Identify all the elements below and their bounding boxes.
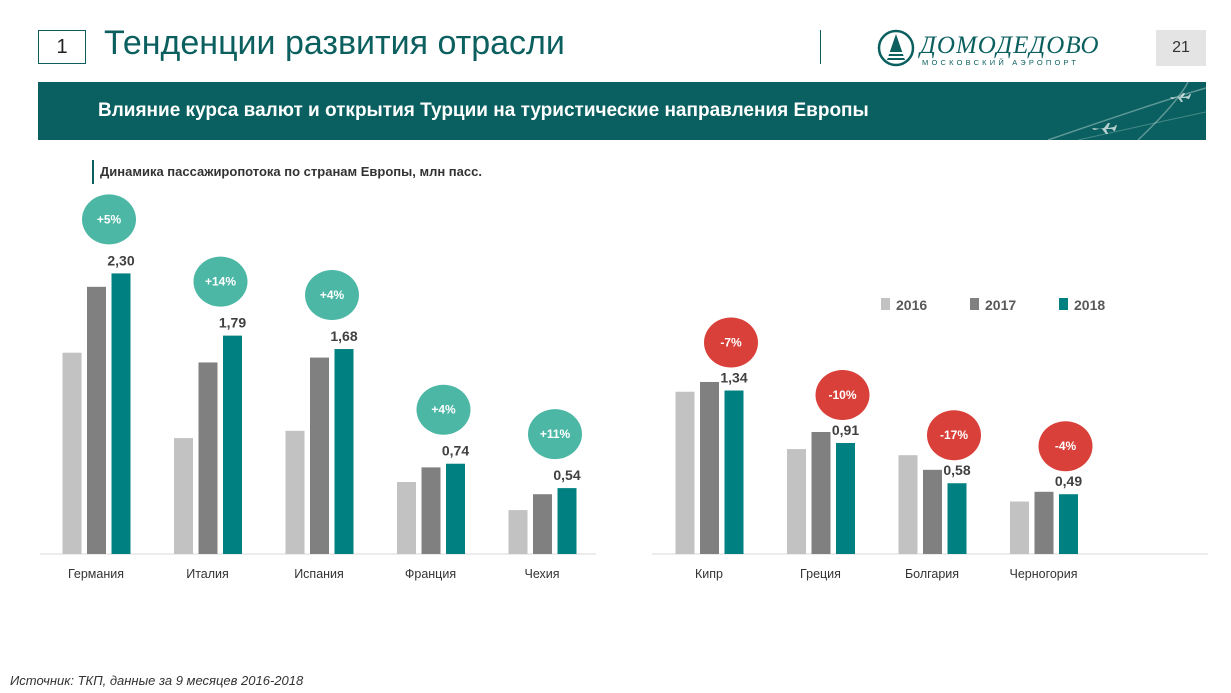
airplane-icon: [1170, 93, 1191, 102]
bar-2016: [285, 430, 305, 554]
bar-2016: [62, 352, 82, 554]
airplane-icon: [1092, 123, 1117, 134]
bar-2018: [947, 483, 967, 554]
legend-label: 2018: [1074, 297, 1105, 313]
bar-2017: [533, 494, 552, 554]
data-label: 1,68: [330, 328, 357, 344]
slide-number: 1: [38, 30, 86, 64]
category-label: Франция: [405, 567, 456, 581]
change-badge-label: +11%: [540, 427, 571, 441]
bar-2016: [675, 391, 695, 554]
change-badge-label: +5%: [97, 212, 122, 226]
source-note: Источник: ТКП, данные за 9 месяцев 2016-…: [10, 673, 304, 688]
bar-2016: [397, 482, 416, 554]
bar-2016: [787, 449, 806, 554]
logo-subtitle: МОСКОВСКИЙ АЭРОПОРТ: [922, 58, 1080, 67]
bar-2017: [700, 381, 719, 554]
change-badge-label: +4%: [320, 288, 345, 302]
bar-2017: [421, 467, 441, 554]
bar-2016: [1010, 501, 1029, 554]
bar-2017: [198, 362, 218, 554]
bar-2018: [557, 488, 577, 554]
banner-decoration: [1047, 82, 1206, 140]
category-label: Черногория: [1009, 567, 1077, 581]
change-badge: [1038, 421, 1093, 472]
logo-emblem-icon: [877, 29, 915, 67]
change-badge: [416, 384, 471, 435]
category-label: Испания: [294, 567, 344, 581]
subtitle-marker: [92, 160, 94, 184]
banner-title: Влияние курса валют и открытия Турции на…: [98, 100, 869, 121]
category-label: Италия: [186, 567, 229, 581]
category-label: Болгария: [905, 567, 959, 581]
legend-swatch-2016: [881, 298, 890, 310]
bar-2017: [923, 469, 942, 554]
data-label: 0,91: [832, 422, 859, 438]
bar-2017: [811, 432, 831, 554]
page-number-text: 21: [1172, 39, 1190, 56]
change-badge-label: -10%: [828, 388, 856, 402]
bar-chart: 2,30 Германия +5% 1,79 Италия +14% 1,68 Испания…: [40, 194, 1208, 581]
change-badge: [305, 270, 359, 321]
data-label: 0,49: [1055, 473, 1082, 489]
bar-2017: [1034, 491, 1054, 554]
bar-2018: [223, 335, 242, 554]
data-label: 0,58: [943, 462, 970, 478]
bar-2018: [446, 463, 465, 554]
category-label: Германия: [68, 567, 124, 581]
change-badge-label: -4%: [1055, 439, 1077, 453]
change-badge: [704, 317, 758, 368]
bar-2018: [724, 390, 744, 554]
data-label: 2,30: [107, 252, 134, 268]
data-label: 0,54: [553, 467, 580, 483]
header-divider: [820, 30, 821, 64]
change-badge: [82, 194, 136, 245]
change-badge-label: +14%: [205, 275, 236, 289]
category-label: Греция: [800, 567, 841, 581]
category-label: Кипр: [695, 567, 723, 581]
section-banner: Влияние курса валют и открытия Турции на…: [38, 82, 1206, 140]
change-badge: [815, 369, 870, 420]
category-label: Чехия: [524, 567, 559, 581]
legend-label: 2016: [896, 297, 927, 313]
bar-2016: [508, 510, 528, 554]
legend-swatch-2017: [970, 298, 979, 310]
bar-2018: [836, 442, 855, 554]
chart-title: Динамика пассажиропотока по странам Евро…: [100, 164, 482, 179]
bar-2018: [334, 349, 354, 554]
bar-2016: [174, 438, 193, 554]
data-label: 1,34: [720, 370, 747, 386]
legend-swatch-2018: [1059, 298, 1068, 310]
page-title: Тенденции развития отрасли: [104, 24, 565, 62]
change-badge-label: -7%: [720, 336, 742, 350]
page-number: 21: [1156, 30, 1206, 66]
logo-name: ДОМОДЕДОВО: [920, 32, 1100, 59]
slide-number-text: 1: [56, 35, 68, 58]
bar-2017: [87, 286, 106, 554]
data-label: 0,74: [442, 443, 469, 459]
change-badge: [193, 256, 248, 307]
bar-2016: [898, 455, 918, 554]
change-badge-label: -17%: [940, 428, 968, 442]
change-badge: [927, 410, 981, 461]
bar-2018: [111, 273, 131, 554]
bar-2017: [310, 357, 329, 554]
domodedovo-logo: ДОМОДЕДОВО МОСКОВСКИЙ АЭРОПОРТ: [876, 28, 1099, 72]
legend-label: 2017: [985, 297, 1016, 313]
data-label: 1,79: [219, 315, 246, 331]
change-badge: [528, 409, 582, 460]
bar-2018: [1059, 494, 1078, 554]
change-badge-label: +4%: [431, 403, 456, 417]
